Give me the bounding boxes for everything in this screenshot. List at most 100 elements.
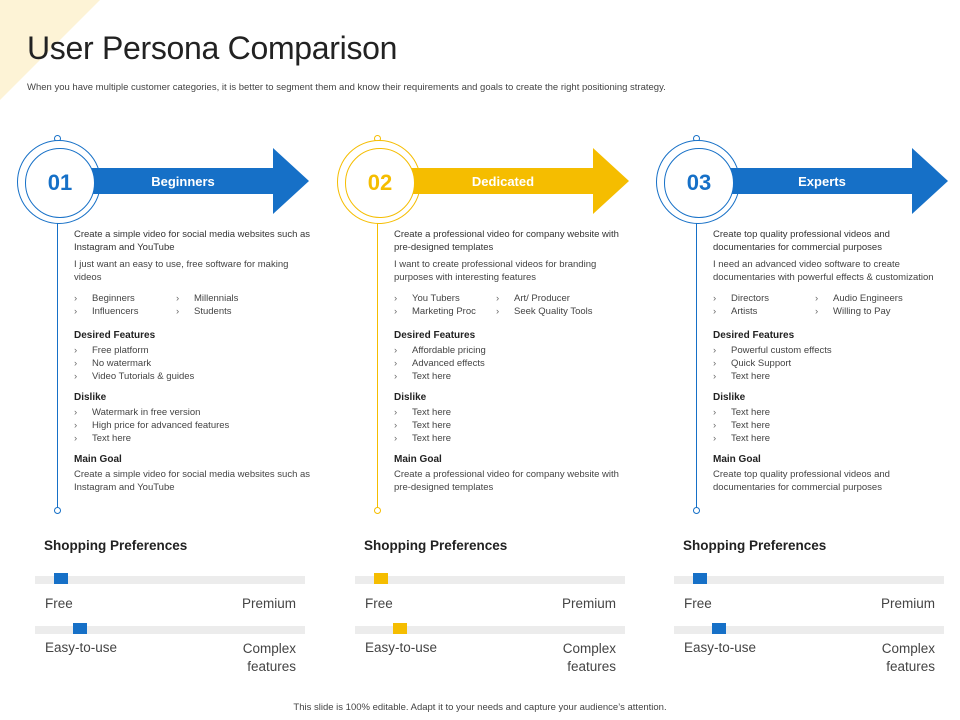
persona-tag: › Beginners — [74, 293, 135, 304]
price-preference-slider — [35, 573, 305, 584]
shopping-preferences-title: Shopping Preferences — [44, 538, 188, 553]
persona-number: 01 — [47, 170, 73, 195]
main-goal-text: Create a professional video for company … — [394, 469, 619, 493]
main-goal-text: Create a simple video for social media w… — [74, 469, 311, 493]
complexity-preference-slider — [355, 623, 625, 634]
shopping-preferences-title: Shopping Preferences — [683, 538, 827, 553]
persona-tag: › Millennials — [176, 293, 239, 304]
pref-premium-label: Premium — [241, 596, 296, 611]
persona-tags: › Beginners › Millennials › Influencers › Stude… — [74, 292, 314, 318]
dislike-list: › Watermark in free version › High price fo… — [74, 406, 314, 445]
pref-complex-label: Complex features — [562, 641, 616, 674]
persona-details: Create a simple video for social media w… — [74, 228, 314, 494]
timeline-dot-bottom — [54, 507, 61, 514]
chevron-right-icon: › — [74, 407, 78, 418]
list-item: › Text here — [394, 433, 452, 444]
persona-number: 02 — [367, 170, 393, 195]
chevron-right-icon: › — [394, 420, 398, 431]
price-preference-marker — [693, 573, 707, 584]
persona-tag: › Artists — [713, 306, 758, 317]
persona-description: Create top quality professional videos a… — [713, 229, 890, 253]
timeline-line — [57, 220, 58, 510]
pref-easy-label: Easy-to-use — [45, 640, 118, 655]
desired-features-list: › Powerful custom effects › Quick Support › T… — [713, 344, 953, 383]
persona-name: Beginners — [151, 174, 215, 189]
dislike-heading: Dislike — [713, 392, 746, 403]
dislike-heading: Dislike — [394, 392, 427, 403]
list-item: › Quick Support — [713, 358, 792, 369]
list-item: › Advanced effects — [394, 358, 485, 369]
persona-tag: › Marketing Proc — [394, 306, 476, 317]
main-goal-heading: Main Goal — [713, 454, 761, 465]
list-item: › Text here — [713, 407, 771, 418]
list-item: › Text here — [394, 371, 452, 382]
pref-complex-label: Complex features — [242, 641, 296, 674]
persona-tags: › Directors › Audio Engineers › Artists › Willi… — [713, 292, 953, 318]
persona-quote: I just want an easy to use, free softwar… — [74, 259, 289, 283]
list-item: › Free platform — [74, 345, 149, 356]
list-item: › Text here — [713, 433, 771, 444]
complexity-preference-marker — [712, 623, 726, 634]
persona-description: Create a professional video for company … — [394, 229, 619, 253]
persona-number-badge: 03 — [664, 148, 734, 218]
list-item: › Affordable pricing — [394, 345, 486, 356]
footer-note: This slide is 100% editable. Adapt it to… — [293, 702, 667, 713]
dislike-list: › Text here › Text here › Text here — [394, 406, 634, 445]
persona-quote: I need an advanced video software to cre… — [713, 259, 934, 283]
persona-quote: I want to create professional videos for… — [394, 259, 597, 283]
timeline-line — [377, 220, 378, 510]
list-item: › Watermark in free version — [74, 407, 201, 418]
chevron-right-icon: › — [176, 306, 180, 317]
pref-easy-label: Easy-to-use — [365, 640, 438, 655]
list-item: › Text here — [713, 420, 771, 431]
chevron-right-icon: › — [74, 293, 78, 304]
list-item: › Video Tutorials & guides — [74, 371, 195, 382]
persona-arrow — [87, 148, 327, 214]
chevron-right-icon: › — [74, 345, 78, 356]
chevron-right-icon: › — [713, 358, 717, 369]
pref-complex-label: Complex features — [881, 641, 935, 674]
persona-tag: › Audio Engineers — [815, 293, 903, 304]
chevron-right-icon: › — [713, 371, 717, 382]
dislike-heading: Dislike — [74, 392, 107, 403]
pref-easy-label: Easy-to-use — [684, 640, 757, 655]
timeline-line — [696, 220, 697, 510]
chevron-right-icon: › — [74, 358, 78, 369]
list-item: › Powerful custom effects — [713, 345, 832, 356]
shopping-preferences-title: Shopping Preferences — [364, 538, 508, 553]
dislike-list: › Text here › Text here › Text here — [713, 406, 953, 445]
timeline-dot-bottom — [693, 507, 700, 514]
persona-tag: › Students — [176, 306, 232, 317]
list-item: › No watermark — [74, 358, 152, 369]
persona-details: Create a professional video for company … — [394, 228, 634, 494]
chevron-right-icon: › — [713, 420, 717, 431]
chevron-right-icon: › — [394, 293, 398, 304]
persona-description: Create a simple video for social media w… — [74, 229, 311, 253]
pref-free-label: Free — [684, 596, 712, 611]
desired-features-heading: Desired Features — [713, 330, 795, 341]
persona-tag: › Influencers — [74, 306, 139, 317]
desired-features-list: › Free platform › No watermark › Video Tutori… — [74, 344, 314, 383]
chevron-right-icon: › — [713, 433, 717, 444]
desired-features-heading: Desired Features — [394, 330, 476, 341]
list-item: › Text here — [394, 407, 452, 418]
price-preference-slider — [355, 573, 625, 584]
persona-number-badge: 02 — [345, 148, 415, 218]
price-preference-marker — [54, 573, 68, 584]
chevron-right-icon: › — [74, 420, 78, 431]
persona-arrow — [407, 148, 647, 214]
persona-number-badge: 01 — [25, 148, 95, 218]
complexity-preference-marker — [393, 623, 407, 634]
chevron-right-icon: › — [496, 306, 500, 317]
chevron-right-icon: › — [713, 407, 717, 418]
page-title: User Persona Comparison — [27, 30, 398, 66]
price-preference-slider — [674, 573, 944, 584]
persona-tag: › Seek Quality Tools — [496, 306, 593, 317]
list-item: › Text here — [74, 433, 132, 444]
main-goal-text: Create top quality professional videos a… — [713, 469, 890, 493]
complexity-preference-slider — [674, 623, 944, 634]
page-subtitle: When you have multiple customer categori… — [27, 82, 666, 93]
pref-free-label: Free — [365, 596, 393, 611]
chevron-right-icon: › — [394, 306, 398, 317]
list-item: › Text here — [713, 371, 771, 382]
